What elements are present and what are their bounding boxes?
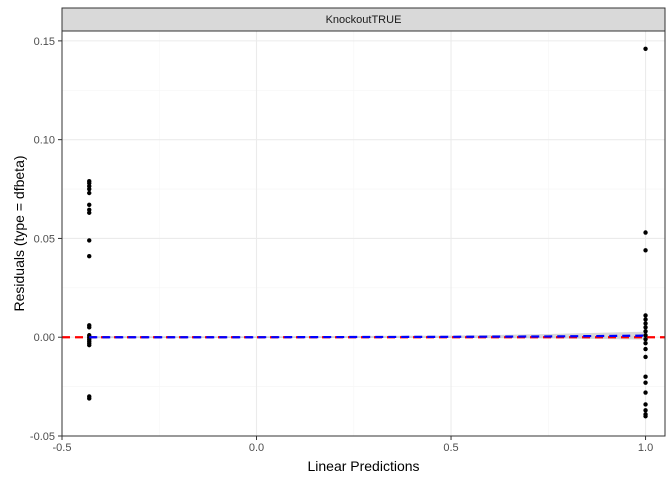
facet-strip: KnockoutTRUE: [61, 7, 666, 32]
data-point: [87, 396, 92, 401]
x-axis: -0.5 0.0 0.5 1.0: [53, 436, 653, 454]
smooth-line-layer: [89, 334, 646, 339]
data-point: [643, 230, 648, 235]
y-axis: -0.05 0.00 0.05 0.10 0.15: [30, 36, 62, 443]
panel-border: [61, 30, 666, 437]
data-point: [643, 340, 648, 346]
x-tick-label: -0.5: [53, 442, 72, 454]
data-point: [643, 374, 648, 379]
grid-lines: [61, 31, 665, 437]
data-point: [87, 254, 92, 259]
y-axis-title: Residuals (type = dfbeta): [11, 155, 27, 311]
data-point: [643, 325, 648, 330]
data-point: [643, 313, 648, 318]
data-point: [643, 46, 648, 51]
data-point: [87, 202, 92, 208]
data-point: [643, 317, 648, 322]
data-point: [643, 402, 648, 407]
data-point: [87, 210, 92, 215]
x-tick-label: 1.0: [638, 442, 653, 454]
facet-label: KnockoutTRUE: [326, 14, 402, 26]
smooth-trend-line: [89, 334, 646, 339]
data-point: [643, 414, 648, 419]
data-point: [87, 186, 92, 192]
y-tick-label: 0.00: [34, 332, 55, 344]
data-point: [87, 190, 92, 196]
y-tick-label: 0.05: [34, 233, 55, 245]
data-point: [643, 390, 648, 395]
y-tick-label: -0.05: [30, 431, 55, 443]
data-point: [643, 333, 648, 338]
data-point: [643, 346, 648, 352]
data-point: [87, 342, 92, 348]
data-point: [643, 354, 648, 360]
data-point: [87, 238, 92, 243]
data-point: [643, 408, 648, 413]
x-tick-label: 0.0: [249, 442, 264, 454]
data-point: [643, 380, 648, 385]
data-point: [643, 248, 648, 253]
data-points: [87, 46, 648, 419]
x-axis-title: Linear Predictions: [307, 458, 419, 474]
y-tick-label: 0.10: [34, 135, 55, 147]
x-tick-label: 0.5: [443, 442, 458, 454]
data-point: [643, 321, 648, 326]
data-point: [643, 329, 648, 334]
data-point: [643, 336, 648, 342]
data-point: [87, 325, 92, 330]
facet-strip-background: [61, 7, 666, 32]
y-tick-label: 0.15: [34, 36, 55, 48]
